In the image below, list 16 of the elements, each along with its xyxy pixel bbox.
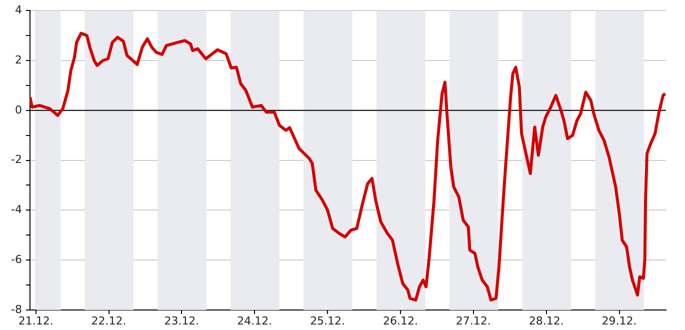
x-tick-label: 21.12. xyxy=(18,314,54,328)
x-tick-label: 25.12. xyxy=(310,314,346,328)
x-tick-label: 26.12. xyxy=(383,314,418,328)
y-tick-label: 0 xyxy=(15,103,22,116)
x-tick-label: 27.12. xyxy=(456,314,491,328)
x-tick-label: 22.12. xyxy=(91,314,126,328)
y-tick-label: -6 xyxy=(11,252,22,266)
x-tick-label: 28.12. xyxy=(528,314,564,328)
y-tick-label: 4 xyxy=(15,3,22,16)
y-tick-label: -8 xyxy=(11,302,22,316)
y-tick-label: -4 xyxy=(11,203,22,216)
y-tick-label: 2 xyxy=(15,53,22,66)
x-tick-label: 24.12. xyxy=(237,314,272,328)
y-tick-label: -2 xyxy=(11,153,22,166)
x-tick-label: 23.12. xyxy=(164,314,200,328)
x-tick-label: 29.12. xyxy=(602,314,637,328)
